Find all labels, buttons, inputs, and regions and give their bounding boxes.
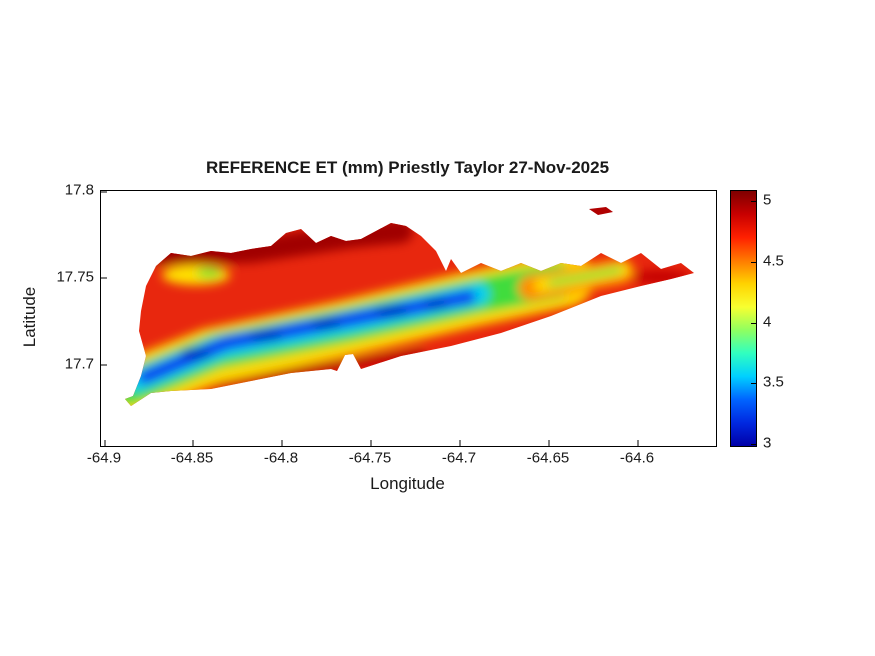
x-axis-label: Longitude — [370, 474, 445, 493]
island-raster — [125, 223, 694, 406]
colorbar-tick-label: 5 — [763, 191, 772, 209]
colorbar-tick-label: 3 — [763, 434, 772, 452]
x-tick-label: -64.9 — [86, 449, 122, 467]
islet — [589, 207, 613, 215]
plot-area — [100, 190, 717, 447]
colorbar-tick-label: 4.5 — [763, 252, 784, 270]
x-tick-label: -64.65 — [526, 449, 570, 467]
x-tick-label: -64.8 — [263, 449, 299, 467]
y-axis-label: Latitude — [20, 286, 39, 348]
x-tick-label: -64.75 — [348, 449, 392, 467]
chart-title: REFERENCE ET (mm) Priestly Taylor 27-Nov… — [205, 158, 610, 177]
colorbar-tick — [751, 201, 756, 202]
axis-ticks — [101, 191, 639, 446]
x-tick-label: -64.85 — [170, 449, 214, 467]
y-tick-label: 17.7 — [64, 355, 94, 373]
y-tick-label: 17.75 — [56, 268, 94, 286]
x-tick-label: -64.7 — [441, 449, 477, 467]
island-heatmap — [101, 191, 694, 446]
colorbar-tick-label: 4 — [763, 313, 772, 331]
x-tick-label: -64.6 — [619, 449, 655, 467]
colorbar-tick-label: 3.5 — [763, 373, 784, 391]
colorbar-tick — [751, 383, 756, 384]
colorbar — [730, 190, 757, 447]
colorbar-tick — [751, 262, 756, 263]
y-tick-label: 17.8 — [64, 181, 94, 199]
colorbar-tick — [751, 444, 756, 445]
colorbar-tick — [751, 323, 756, 324]
